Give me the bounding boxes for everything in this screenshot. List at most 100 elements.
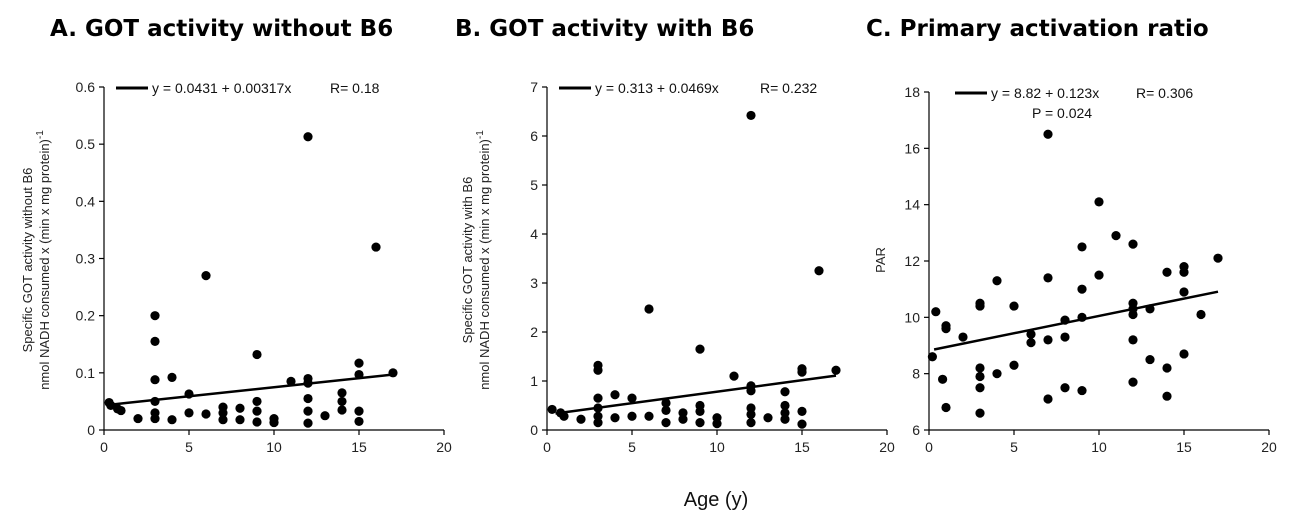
data-point xyxy=(303,393,313,404)
data-point xyxy=(354,406,364,416)
x-tick-label: 0 xyxy=(925,439,933,455)
data-point xyxy=(303,132,313,142)
data-point xyxy=(975,408,985,418)
data-point xyxy=(958,332,968,342)
panel-b-ylabel-sup: -1 xyxy=(475,130,486,139)
data-point xyxy=(320,411,330,421)
data-point xyxy=(559,411,569,421)
x-tick-label: 5 xyxy=(1010,439,1018,455)
x-tick-label: 20 xyxy=(1261,439,1277,455)
data-point xyxy=(712,419,722,429)
panel-a: A. GOT activity without B6 Specific GOT … xyxy=(20,16,452,455)
data-point xyxy=(729,371,739,381)
panel-b-points xyxy=(547,110,841,429)
panel-a-ylabel-line1: Specific GOT activity without B6 xyxy=(20,168,35,353)
panel-c-legend-p: P = 0.024 xyxy=(1032,105,1092,121)
data-point xyxy=(938,374,948,384)
y-tick-label: 6 xyxy=(530,128,538,144)
data-point xyxy=(695,406,705,416)
data-point xyxy=(780,414,790,424)
data-point xyxy=(1162,363,1172,373)
data-point xyxy=(797,419,807,429)
data-point xyxy=(746,403,756,413)
data-point xyxy=(975,371,985,382)
data-point xyxy=(593,403,603,413)
panel-b-ticks: 0 5 10 15 20 0 1 2 3 4 5 6 7 xyxy=(530,79,895,455)
data-point xyxy=(218,408,228,418)
data-point xyxy=(1128,335,1138,345)
panel-a-legend-equation: y = 0.0431 + 0.00317x xyxy=(152,80,291,96)
data-point xyxy=(992,276,1002,286)
data-point xyxy=(150,375,160,385)
y-tick-label: 0 xyxy=(87,422,95,438)
data-point xyxy=(1128,309,1138,320)
panel-c-legend-equation: y = 8.82 + 0.123x xyxy=(991,85,1099,101)
y-tick-label: 0.1 xyxy=(76,365,96,381)
data-point xyxy=(547,404,557,415)
data-point xyxy=(201,271,211,281)
data-point xyxy=(780,400,790,411)
x-tick-label: 20 xyxy=(436,439,452,455)
data-point xyxy=(763,413,773,423)
data-point xyxy=(661,398,671,408)
data-point xyxy=(1026,329,1036,339)
data-point xyxy=(133,413,143,424)
data-point xyxy=(746,110,756,121)
data-point xyxy=(975,301,985,311)
data-point xyxy=(927,352,938,362)
panel-b: B. GOT activity with B6 Specific GOT act… xyxy=(455,16,895,455)
panel-b-ylabel-line2-text: nmol NADH consumed x (min x mg protein) xyxy=(477,139,492,390)
data-point xyxy=(1162,391,1172,401)
data-point xyxy=(644,304,654,314)
y-tick-label: 16 xyxy=(904,140,920,156)
panel-b-ylabel-line1: Specific GOT activity with B6 xyxy=(460,177,475,344)
data-point xyxy=(661,418,671,428)
data-point xyxy=(1009,360,1019,370)
data-point xyxy=(150,413,160,424)
data-point xyxy=(593,411,603,421)
x-tick-label: 10 xyxy=(1091,439,1107,455)
y-tick-label: 8 xyxy=(912,366,920,382)
data-point xyxy=(252,417,262,427)
panel-b-legend-r: R= 0.232 xyxy=(760,80,817,96)
data-point xyxy=(678,408,688,418)
data-point xyxy=(1094,197,1104,207)
data-point xyxy=(610,390,620,400)
data-point xyxy=(780,387,790,397)
data-point xyxy=(1077,242,1087,252)
data-point xyxy=(371,242,381,252)
data-point xyxy=(1026,338,1036,348)
data-point xyxy=(746,409,756,419)
panel-b-ylabel: Specific GOT activity with B6 nmol NADH … xyxy=(460,130,492,390)
data-point xyxy=(797,367,807,377)
data-point xyxy=(218,415,228,425)
y-tick-label: 18 xyxy=(904,84,920,100)
data-point xyxy=(695,418,705,428)
data-point xyxy=(1145,354,1155,365)
data-point xyxy=(576,414,586,424)
x-tick-label: 15 xyxy=(351,439,367,455)
data-point xyxy=(388,368,398,378)
panel-a-regression-line xyxy=(112,373,394,406)
data-point xyxy=(354,358,364,368)
panel-a-ylabel: Specific GOT activity without B6 nmol NA… xyxy=(20,130,52,390)
data-point xyxy=(797,406,807,416)
panel-b-title: B. GOT activity with B6 xyxy=(455,16,754,42)
panel-a-ticks: 0 5 10 15 20 0 0.1 0.2 0.3 0.4 0.5 0.6 xyxy=(76,79,452,455)
data-point xyxy=(167,415,177,425)
data-point xyxy=(1060,332,1070,342)
panel-c-points xyxy=(927,129,1223,418)
data-point xyxy=(941,402,951,413)
panel-a-ylabel-sup: -1 xyxy=(35,130,46,139)
y-tick-label: 5 xyxy=(530,177,538,193)
data-point xyxy=(184,389,194,399)
data-point xyxy=(269,417,279,428)
data-point xyxy=(1179,267,1189,277)
y-tick-label: 0 xyxy=(530,422,538,438)
y-tick-label: 12 xyxy=(904,253,920,269)
panel-a-points xyxy=(104,132,398,428)
data-point xyxy=(150,396,160,407)
data-point xyxy=(1128,377,1138,387)
data-point xyxy=(337,396,347,407)
